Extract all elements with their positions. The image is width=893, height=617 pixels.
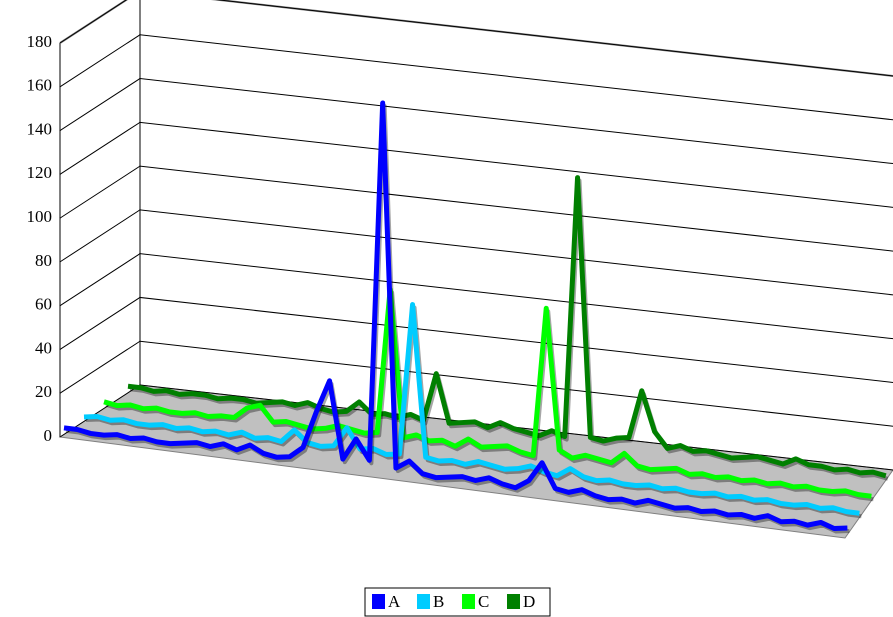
series-line xyxy=(103,287,872,499)
y-tick-label: 100 xyxy=(27,207,53,226)
legend-swatch xyxy=(372,594,385,609)
y-tick-label: 80 xyxy=(35,251,52,270)
y-tick-label: 180 xyxy=(27,32,53,51)
series-line xyxy=(127,175,887,479)
series-line xyxy=(63,100,848,532)
legend-label: D xyxy=(523,592,535,611)
grid-line xyxy=(59,78,893,165)
grid-line xyxy=(59,121,893,208)
y-tick-label: 40 xyxy=(35,338,52,357)
y-tick-label: 140 xyxy=(27,119,53,138)
series-line-shadow xyxy=(105,290,874,502)
legend-swatch xyxy=(417,594,430,609)
grid-line xyxy=(59,34,893,121)
y-tick-label: 20 xyxy=(35,382,52,401)
y-tick-label: 120 xyxy=(27,163,53,182)
grid-line xyxy=(59,0,893,77)
grid-line xyxy=(59,165,893,252)
y-tick-label: 160 xyxy=(27,76,53,95)
series-line-shadow xyxy=(85,305,862,519)
series-line xyxy=(83,302,860,516)
grid-line xyxy=(59,384,893,471)
grid-line xyxy=(59,296,893,383)
grid-line xyxy=(59,253,893,340)
legend-label: A xyxy=(388,592,401,611)
y-tick-label: 60 xyxy=(35,295,52,314)
back-wall-edge xyxy=(59,0,893,77)
grid-line xyxy=(59,209,893,296)
y-tick-label: 0 xyxy=(44,426,53,445)
legend-swatch xyxy=(462,594,475,609)
legend-label: B xyxy=(433,592,444,611)
legend-label: C xyxy=(478,592,489,611)
legend-swatch xyxy=(507,594,520,609)
